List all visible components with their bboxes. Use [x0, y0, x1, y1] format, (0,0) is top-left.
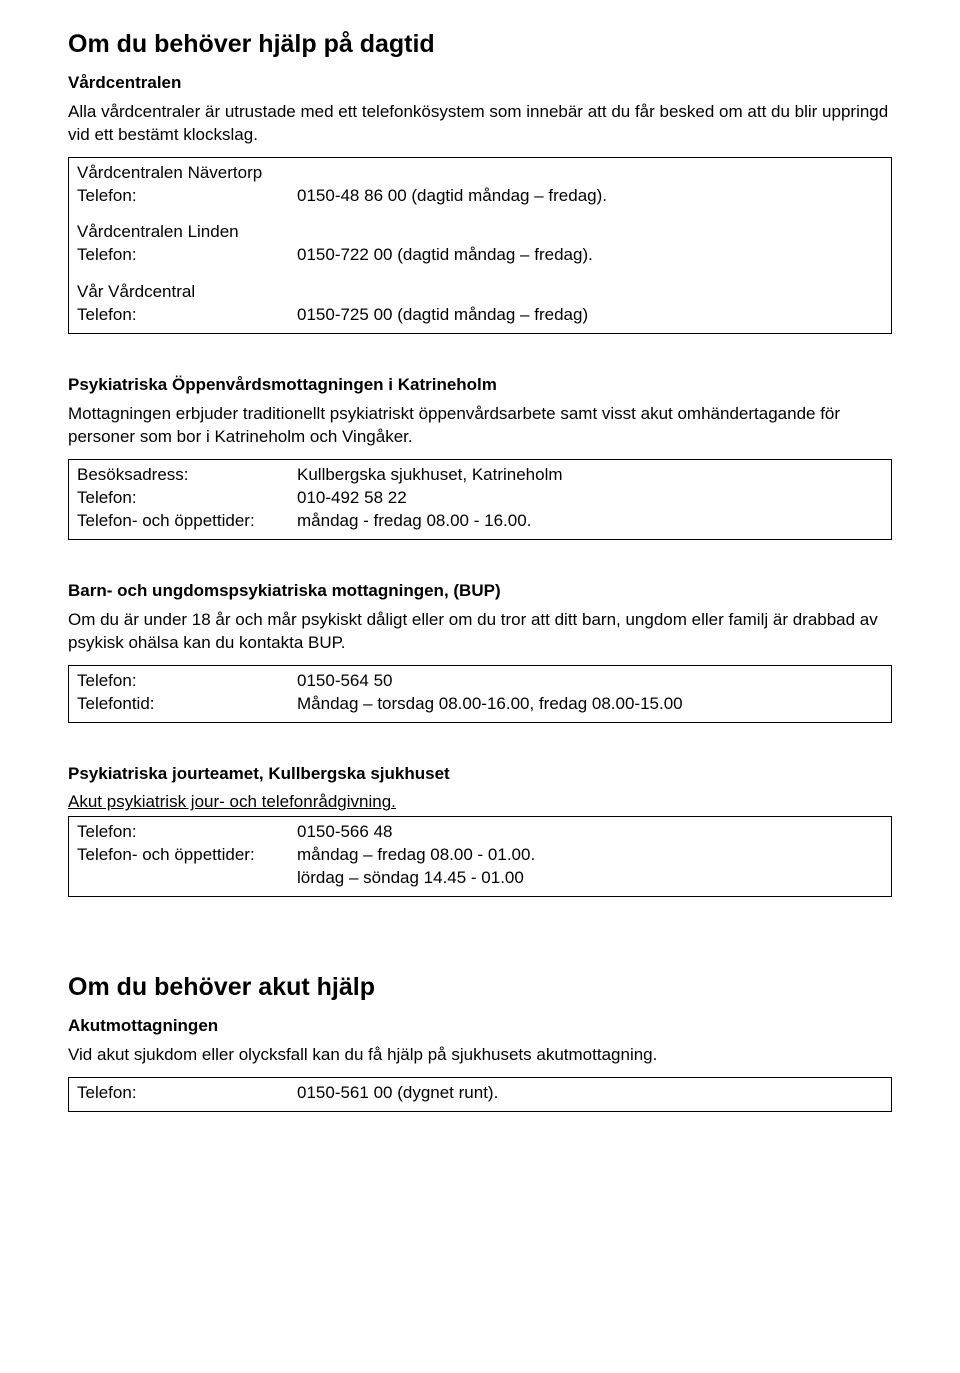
phone-value: 0150-564 50: [297, 670, 883, 693]
phone-label: Telefon:: [77, 244, 297, 267]
hours-label: Telefon- och öppettider:: [77, 844, 297, 867]
hours-label: Telefon- och öppettider:: [77, 510, 297, 533]
psykiatriska-box: Besöksadress: Kullbergska sjukhuset, Kat…: [68, 459, 892, 540]
section-title: Barn- och ungdomspsykiatriska mottagning…: [68, 580, 892, 603]
hours-value: lördag – söndag 14.45 - 01.00: [297, 867, 883, 890]
phone-label: Telefon:: [77, 821, 297, 844]
bup-box: Telefon: 0150-564 50 Telefontid: Måndag …: [68, 665, 892, 723]
phone-value: 0150-561 00 (dygnet runt).: [297, 1082, 883, 1105]
section-intro: Vid akut sjukdom eller olycksfall kan du…: [68, 1044, 892, 1067]
phone-label: Telefon:: [77, 304, 297, 327]
center-name: Vårdcentralen Linden: [77, 221, 883, 244]
phone-value: 010-492 58 22: [297, 487, 883, 510]
phone-value: 0150-722 00 (dagtid måndag – fredag).: [297, 244, 883, 267]
section-intro: Om du är under 18 år och mår psykiskt då…: [68, 609, 892, 655]
jourteam-box: Telefon: 0150-566 48 Telefon- och öppett…: [68, 816, 892, 897]
hours-value: Måndag – torsdag 08.00-16.00, fredag 08.…: [297, 693, 883, 716]
section-intro: Alla vårdcentraler är utrustade med ett …: [68, 101, 892, 147]
phone-value: 0150-566 48: [297, 821, 883, 844]
hours-value: måndag - fredag 08.00 - 16.00.: [297, 510, 883, 533]
section-intro: Mottagningen erbjuder traditionellt psyk…: [68, 403, 892, 449]
hours-label-blank: [77, 867, 297, 890]
section-title: Psykiatriska jourteamet, Kullbergska sju…: [68, 763, 892, 786]
center-name: Vårdcentralen Nävertorp: [77, 162, 883, 185]
phone-value: 0150-725 00 (dagtid måndag – fredag): [297, 304, 883, 327]
section-subtitle: Vårdcentralen: [68, 72, 892, 95]
hours-label: Telefontid:: [77, 693, 297, 716]
phone-label: Telefon:: [77, 487, 297, 510]
section-title: Psykiatriska Öppenvårdsmottagningen i Ka…: [68, 374, 892, 397]
center-name: Vår Vårdcentral: [77, 281, 883, 304]
akut-box: Telefon: 0150-561 00 (dygnet runt).: [68, 1077, 892, 1112]
section-sub: Akut psykiatrisk jour- och telefonrådgiv…: [68, 791, 892, 814]
section-title: Om du behöver hjälp på dagtid: [68, 28, 892, 62]
phone-label: Telefon:: [77, 1082, 297, 1105]
section-title: Om du behöver akut hjälp: [68, 971, 892, 1005]
phone-value: 0150-48 86 00 (dagtid måndag – fredag).: [297, 185, 883, 208]
hours-value: måndag – fredag 08.00 - 01.00.: [297, 844, 883, 867]
section-subtitle: Akutmottagningen: [68, 1015, 892, 1038]
phone-label: Telefon:: [77, 670, 297, 693]
phone-label: Telefon:: [77, 185, 297, 208]
address-value: Kullbergska sjukhuset, Katrineholm: [297, 464, 883, 487]
address-label: Besöksadress:: [77, 464, 297, 487]
vardcentral-box: Vårdcentralen Nävertorp Telefon: 0150-48…: [68, 157, 892, 335]
